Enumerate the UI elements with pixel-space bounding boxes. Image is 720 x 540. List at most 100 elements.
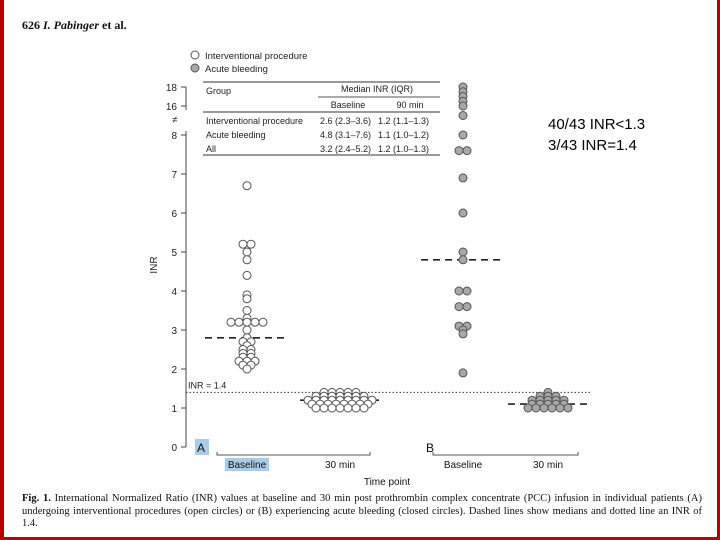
- data-point: [242, 270, 252, 280]
- data-point: [242, 325, 252, 335]
- table-cell-group: All: [206, 144, 216, 154]
- data-point: [258, 317, 268, 327]
- data-point: [458, 130, 468, 140]
- y-tick-label: 1: [171, 404, 177, 415]
- data-points: [226, 82, 573, 413]
- figure-caption: Fig. 1. International Normalized Ratio (…: [22, 493, 702, 531]
- data-point: [335, 403, 345, 413]
- data-point: [242, 306, 252, 315]
- category-highlight: [225, 458, 269, 471]
- y-tick-label: 16: [166, 102, 178, 113]
- data-point: [242, 181, 252, 191]
- data-point: [242, 255, 252, 265]
- data-point: [234, 317, 244, 327]
- panel-label: B: [426, 441, 434, 455]
- data-point: [458, 208, 468, 218]
- table-header-group: Group: [206, 86, 231, 96]
- header-authors: I. Pabinger: [43, 18, 100, 32]
- data-point: [462, 146, 472, 156]
- y-axis-title: INR: [149, 256, 160, 273]
- data-point: [458, 368, 468, 378]
- x-axis: Baseline 30 min A Baseline 30 min B Time point: [195, 439, 579, 488]
- x-category-label: Baseline: [228, 460, 267, 471]
- data-point: [563, 403, 573, 413]
- caption-label: Fig. 1.: [22, 493, 51, 504]
- data-point: [523, 403, 533, 413]
- median-lines: [205, 258, 588, 405]
- legend: Interventional procedure Acute bleeding: [190, 50, 307, 75]
- legend-label: Interventional procedure: [205, 51, 307, 62]
- table-cell-post: 1.2 (1.1–1.3): [378, 116, 429, 126]
- table-subheader-post: 90 min: [396, 100, 423, 110]
- table-header-median: Median INR (IQR): [341, 84, 413, 94]
- data-point: [454, 286, 464, 296]
- table-cell-baseline: 4.8 (3.1–7.6): [320, 130, 371, 140]
- data-point: [555, 403, 565, 413]
- data-point: [246, 239, 256, 249]
- annotation-line-1: 40/43 INR<1.3: [548, 116, 646, 133]
- data-point: [458, 111, 468, 120]
- legend-marker: [190, 50, 200, 60]
- data-point: [250, 317, 260, 327]
- inr-annotation: 40/43 INR<1.3 3/43 INR=1.4: [548, 114, 645, 156]
- data-point: [458, 101, 468, 111]
- reference-line: INR = 1.4: [186, 380, 590, 393]
- y-tick-label: 8: [171, 131, 177, 142]
- annotation-line-2: 3/43 INR=1.4: [548, 137, 637, 154]
- data-point: [242, 294, 252, 304]
- data-point: [454, 302, 464, 312]
- table-subheader-baseline: Baseline: [331, 100, 366, 110]
- legend-label: Acute bleeding: [205, 64, 268, 75]
- x-category-label: 30 min: [325, 460, 355, 471]
- data-point: [226, 317, 236, 327]
- data-point: [343, 403, 353, 413]
- y-tick-label: 5: [171, 248, 177, 259]
- median-table: Group Median INR (IQR) Baseline 90 min Inter…: [203, 81, 440, 156]
- panel-label: A: [197, 441, 205, 455]
- data-point: [458, 329, 468, 339]
- page-number: 626: [22, 18, 40, 32]
- data-point: [242, 247, 252, 257]
- slide-frame-left: [0, 0, 4, 540]
- axis-break-marker: ≠: [172, 115, 178, 126]
- x-category-label: Baseline: [444, 460, 483, 471]
- table-cell-group: Interventional procedure: [206, 116, 303, 126]
- data-point: [458, 247, 468, 257]
- data-point: [351, 403, 361, 413]
- x-axis-title: Time point: [364, 477, 411, 488]
- data-point: [311, 403, 321, 413]
- y-tick-label: 2: [171, 365, 177, 376]
- y-tick-label: 18: [166, 83, 178, 94]
- table-cell-post: 1.2 (1.0–1.3): [378, 144, 429, 154]
- x-category-label: 30 min: [533, 460, 563, 471]
- y-axis: ≠ 0 1 2 3 4 5 6 7 8 16 18 INR: [149, 83, 187, 454]
- y-tick-label: 4: [171, 287, 177, 298]
- reference-line-label: INR = 1.4: [188, 380, 226, 390]
- data-point: [319, 403, 329, 413]
- page-header: 626 I. Pabinger et al.: [22, 18, 127, 33]
- slide-frame-bottom: [0, 537, 720, 540]
- slide-frame-right: [717, 0, 720, 540]
- table-cell-baseline: 2.6 (2.3–3.6): [320, 116, 371, 126]
- data-point: [359, 403, 369, 413]
- y-tick-label: 6: [171, 209, 177, 220]
- data-point: [458, 173, 468, 183]
- caption-text: International Normalized Ratio (INR) val…: [22, 493, 702, 529]
- y-tick-label: 7: [171, 170, 177, 181]
- data-point: [462, 286, 472, 296]
- table-cell-baseline: 3.2 (2.4–5.2): [320, 144, 371, 154]
- table-cell-group: Acute bleeding: [206, 130, 266, 140]
- data-point: [462, 302, 472, 312]
- data-point: [454, 146, 464, 156]
- panel-label-highlight: [195, 439, 209, 455]
- panel-bracket: [432, 452, 579, 456]
- data-point: [539, 403, 549, 413]
- header-etal: et al.: [102, 18, 127, 32]
- table-cell-post: 1.1 (1.0–1.2): [378, 130, 429, 140]
- data-point: [547, 403, 557, 413]
- data-point: [242, 364, 252, 374]
- data-point: [327, 403, 337, 413]
- data-point: [238, 239, 248, 249]
- panel-bracket: [216, 452, 371, 456]
